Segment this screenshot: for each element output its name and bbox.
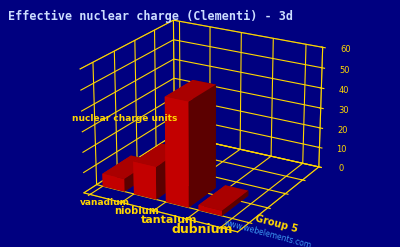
Text: Effective nuclear charge (Clementi) - 3d: Effective nuclear charge (Clementi) - 3d: [8, 10, 293, 23]
Text: Group 5: Group 5: [254, 214, 298, 234]
Text: www.webelements.com: www.webelements.com: [223, 218, 313, 247]
Text: nuclear charge units: nuclear charge units: [72, 114, 178, 123]
